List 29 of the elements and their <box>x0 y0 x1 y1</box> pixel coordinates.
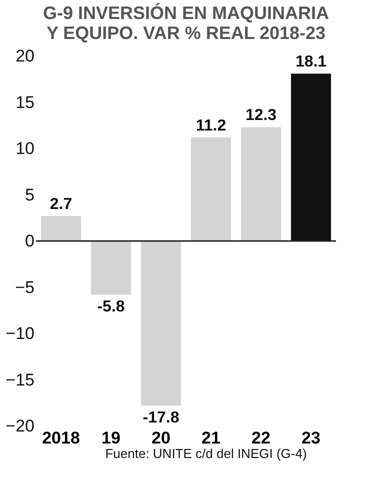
bar <box>241 127 281 241</box>
y-tick-label: −20 <box>6 416 34 436</box>
y-tick-label: 20 <box>16 46 34 66</box>
bar <box>191 137 231 241</box>
y-tick-label: 5 <box>25 185 34 204</box>
data-label: 18.1 <box>295 54 327 71</box>
data-label: -5.8 <box>97 298 125 316</box>
x-tick-label: 22 <box>252 428 270 448</box>
bar <box>91 241 131 295</box>
source-note: Fuente: UNITE c/d del INEGI (G-4) <box>105 446 307 461</box>
chart-title: G-9 INVERSIÓN EN MAQUINARIA Y EQUIPO. VAR % REAL 2018-23 <box>42 3 330 43</box>
x-tick-label: 21 <box>202 428 220 448</box>
x-tick-label: 20 <box>152 428 170 448</box>
data-label: -17.8 <box>142 410 180 427</box>
y-tick-label: −15 <box>6 370 34 390</box>
x-tick-label: 2018 <box>42 428 80 448</box>
x-tick-label: 19 <box>102 428 120 448</box>
bar <box>41 216 81 241</box>
y-tick-label: 10 <box>16 139 34 158</box>
y-tick-label: 0 <box>25 232 34 250</box>
bar <box>291 74 331 241</box>
data-label: 12.3 <box>245 107 277 124</box>
data-label: 11.2 <box>196 117 226 134</box>
y-tick-label: 15 <box>16 92 34 112</box>
data-label: 2.7 <box>50 196 72 214</box>
y-tick-label: −5 <box>15 278 34 297</box>
bar <box>141 241 181 406</box>
x-tick-label: 23 <box>302 428 320 448</box>
y-tick-label: −10 <box>6 324 34 343</box>
